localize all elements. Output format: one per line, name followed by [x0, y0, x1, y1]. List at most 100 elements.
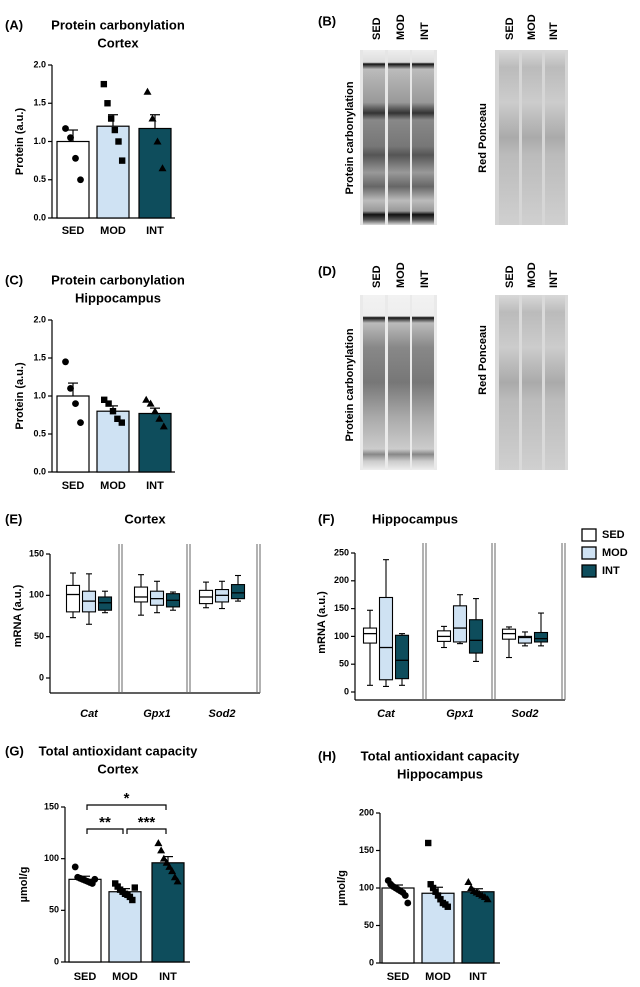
data-point [109, 408, 117, 415]
legend-swatch [581, 528, 597, 542]
data-point [483, 895, 492, 903]
data-point [173, 877, 182, 885]
box [394, 634, 410, 680]
y-tick-label: 2.0 [33, 59, 46, 69]
data-point [72, 154, 79, 162]
box [517, 635, 533, 644]
lane-label: INT [419, 22, 431, 40]
data-point [153, 137, 162, 145]
lane-label: MOD [395, 14, 407, 40]
data-point [129, 896, 136, 904]
panel-label: (B) [318, 13, 336, 28]
box [65, 584, 81, 613]
group-label: Gpx1 [143, 708, 171, 720]
box [97, 596, 113, 611]
panel-label: (E) [5, 511, 22, 526]
box [133, 586, 149, 603]
data-point [151, 407, 159, 415]
blot-label: Protein carbonylation [344, 81, 356, 194]
significance-bracket [86, 828, 124, 834]
data-point [159, 854, 168, 862]
y-tick-label: 0.0 [33, 212, 46, 222]
data-point [77, 419, 84, 426]
chart-title: Protein carbonylation [51, 272, 185, 287]
y-tick-label: 1.0 [33, 390, 46, 400]
data-point [401, 892, 409, 899]
y-tick-label: 0.0 [33, 466, 46, 476]
data-point [170, 873, 179, 881]
data-point [107, 115, 115, 122]
data-point [118, 419, 125, 426]
bar [138, 412, 172, 473]
y-tick-label: 1.0 [33, 136, 46, 146]
panel-label: (F) [318, 511, 335, 526]
significance-bracket [86, 804, 167, 810]
data-point [427, 881, 434, 888]
y-axis-label: mRNA (a.u.) [12, 584, 24, 647]
chart-subtitle: Cortex [97, 761, 139, 776]
chart-title: Protein carbonylation [51, 17, 185, 32]
data-point [142, 395, 151, 403]
y-tick-label: 1.5 [33, 352, 46, 362]
data-point [100, 80, 108, 88]
y-axis-label: Protein (a.u.) [14, 362, 26, 430]
data-point [425, 839, 432, 847]
x-tick-label: MOD [100, 480, 126, 492]
chart-title: Cortex [124, 511, 166, 526]
group-label: Cat [377, 708, 396, 720]
box [533, 631, 549, 643]
y-tick-label: 2.0 [33, 314, 46, 324]
lane-label: INT [548, 22, 560, 40]
bar [56, 140, 90, 219]
blot-image [495, 50, 568, 225]
y-tick-label: 50 [49, 905, 59, 915]
lane-label: INT [419, 270, 431, 288]
y-tick-label: 0 [54, 956, 59, 966]
data-point [111, 126, 119, 134]
y-tick-label: 0 [39, 672, 44, 682]
y-tick-label: 150 [334, 603, 349, 613]
y-tick-label: 200 [334, 575, 349, 585]
y-tick-label: 1.5 [33, 98, 46, 108]
data-point [162, 858, 171, 866]
data-point [157, 846, 166, 854]
bar [151, 862, 185, 963]
data-point [67, 385, 74, 392]
bar [56, 395, 90, 473]
y-tick-label: 200 [359, 807, 374, 817]
significance-label: *** [138, 814, 156, 831]
data-point [432, 888, 439, 895]
x-tick-label: INT [159, 971, 177, 983]
chart-title: Total antioxidant capacity [361, 748, 520, 763]
y-axis-label: µmol/g [18, 867, 30, 903]
significance-label: ** [99, 814, 111, 831]
box [452, 605, 468, 643]
significance-label: * [124, 790, 130, 807]
data-point [434, 892, 442, 899]
x-tick-label: INT [146, 480, 164, 492]
data-point [143, 87, 152, 95]
data-point [437, 896, 444, 903]
box [230, 584, 246, 600]
blot-label: Red Ponceau [477, 103, 489, 173]
chart-subtitle: Hippocampus [75, 290, 161, 305]
data-point [165, 862, 174, 870]
blot-label: Red Ponceau [477, 325, 489, 395]
y-tick-label: 0 [344, 686, 349, 696]
chart-subtitle: Hippocampus [397, 766, 483, 781]
bar [68, 878, 102, 963]
x-tick-label: INT [469, 971, 487, 983]
y-tick-label: 0.5 [33, 174, 46, 184]
y-tick-label: 100 [359, 882, 374, 892]
lane-label: SED [371, 265, 383, 288]
data-point [146, 399, 155, 407]
data-point [101, 396, 108, 403]
lane-label: SED [504, 265, 516, 288]
box [468, 619, 484, 654]
bar [108, 891, 142, 963]
data-point [115, 138, 122, 145]
bar [421, 892, 455, 964]
data-point [91, 875, 99, 883]
blot-image [360, 295, 437, 470]
significance-bracket [126, 828, 167, 834]
